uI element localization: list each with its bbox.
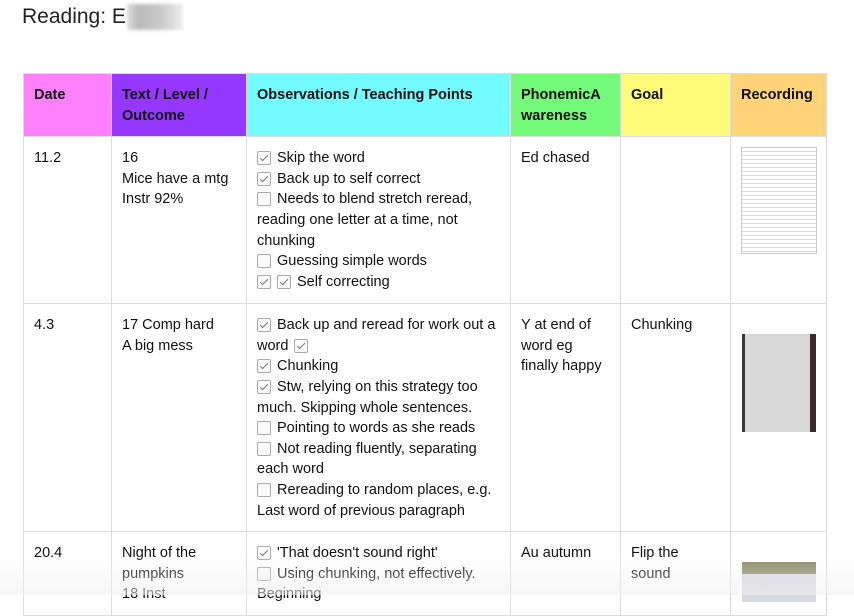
checklist-text: Chunking [277, 358, 339, 375]
checkbox[interactable] [257, 359, 271, 374]
checkbox[interactable] [277, 274, 291, 289]
checklist-item: Rereading to random places, e.g. Last wo… [257, 480, 500, 521]
checklist-item: Guessing simple words [257, 251, 500, 272]
header-recording: Recording [730, 72, 827, 138]
table-row: 11.2 16 Mice have a mtg Instr 92% Skip the w… [23, 136, 827, 305]
recording-scan-thumbnail[interactable] [741, 147, 817, 255]
header-row: Date Text / Level / Outcome Observations… [23, 72, 827, 138]
checklist-text: Back up and reread for work out a word [257, 317, 496, 354]
checkbox[interactable] [294, 338, 309, 353]
cell-recording [730, 136, 827, 305]
header-observations: Observations / Teaching Points [246, 72, 511, 138]
checklist-text: Guessing simple words [277, 253, 427, 270]
header-phonemic-awareness: PhonemicAwareness [510, 72, 621, 138]
checklist-text: Stw, relying on this strategy too much. … [257, 378, 478, 416]
checkbox[interactable] [257, 482, 271, 497]
cell-observations: Back up and reread for work out a word Ch… [246, 303, 511, 533]
checklist-item: Not reading fluently, separating each wo… [257, 439, 500, 480]
checklist-text: Rereading to random places, e.g. Last wo… [257, 481, 492, 519]
checkbox[interactable] [257, 151, 271, 166]
checkbox[interactable] [257, 171, 271, 186]
checklist-text: Pointing to words as she reads [277, 420, 476, 437]
checkbox[interactable] [257, 421, 271, 436]
cell-text-level: 17 Comp hard A big mess [111, 303, 247, 533]
cell-phonemic-awareness: Y at end of word eg finally happy [510, 303, 621, 533]
header-goal: Goal [620, 72, 731, 138]
redacted-name [126, 4, 183, 30]
checklist-text: Self correcting [297, 273, 390, 290]
checklist-text: Skip the word [277, 150, 365, 167]
checklist-item: Back up to self correct [257, 169, 500, 190]
recording-photo-thumbnail[interactable] [741, 334, 816, 433]
cell-observations: Skip the word Back up to self correct Need… [246, 136, 511, 305]
cell-phonemic-awareness: Ed chased [510, 136, 621, 305]
cell-goal: Chunking [620, 303, 731, 533]
text-line: Instr 92% [122, 191, 184, 208]
page-title-text: Reading: E [22, 5, 126, 28]
cell-goal [620, 136, 731, 305]
checklist-item: Needs to blend stretch reread, reading o… [257, 189, 500, 251]
text-line: 16 [122, 150, 139, 167]
bottom-fade [0, 555, 854, 595]
checkbox[interactable] [257, 379, 271, 394]
checkbox[interactable] [257, 254, 271, 269]
reading-table: Date Text / Level / Outcome Observations… [23, 72, 827, 616]
checklist-item: Skip the word [257, 148, 500, 169]
checklist-item: Back up and reread for work out a word [257, 315, 500, 356]
header-text-level: Text / Level / Outcome [111, 72, 247, 138]
cell-text-level: 16 Mice have a mtg Instr 92% [111, 136, 247, 305]
cell-recording [730, 303, 827, 533]
checkbox[interactable] [257, 192, 271, 207]
checkbox[interactable] [257, 274, 271, 289]
checklist-item: Chunking [257, 356, 500, 377]
checklist-item: Self correcting [257, 272, 500, 293]
checklist-text: Needs to blend stretch reread, reading o… [257, 191, 473, 249]
text-line: Mice have a mtg [122, 170, 229, 187]
text-line: A big mess [122, 337, 193, 354]
header-date: Date [23, 72, 112, 138]
text-line: 17 Comp hard [122, 317, 214, 334]
page-title: Reading: E [22, 4, 183, 30]
checklist-item: Pointing to words as she reads [257, 418, 500, 439]
cell-date: 4.3 [23, 303, 112, 533]
table-row: 4.3 17 Comp hard A big mess Back up and rer… [23, 303, 827, 533]
checklist-text: Not reading fluently, separating each wo… [257, 440, 477, 478]
cell-date: 11.2 [23, 136, 112, 305]
checklist-text: Back up to self correct [277, 170, 421, 187]
checkbox[interactable] [257, 318, 271, 333]
checkbox[interactable] [257, 441, 271, 456]
checklist-item: Stw, relying on this strategy too much. … [257, 377, 500, 418]
